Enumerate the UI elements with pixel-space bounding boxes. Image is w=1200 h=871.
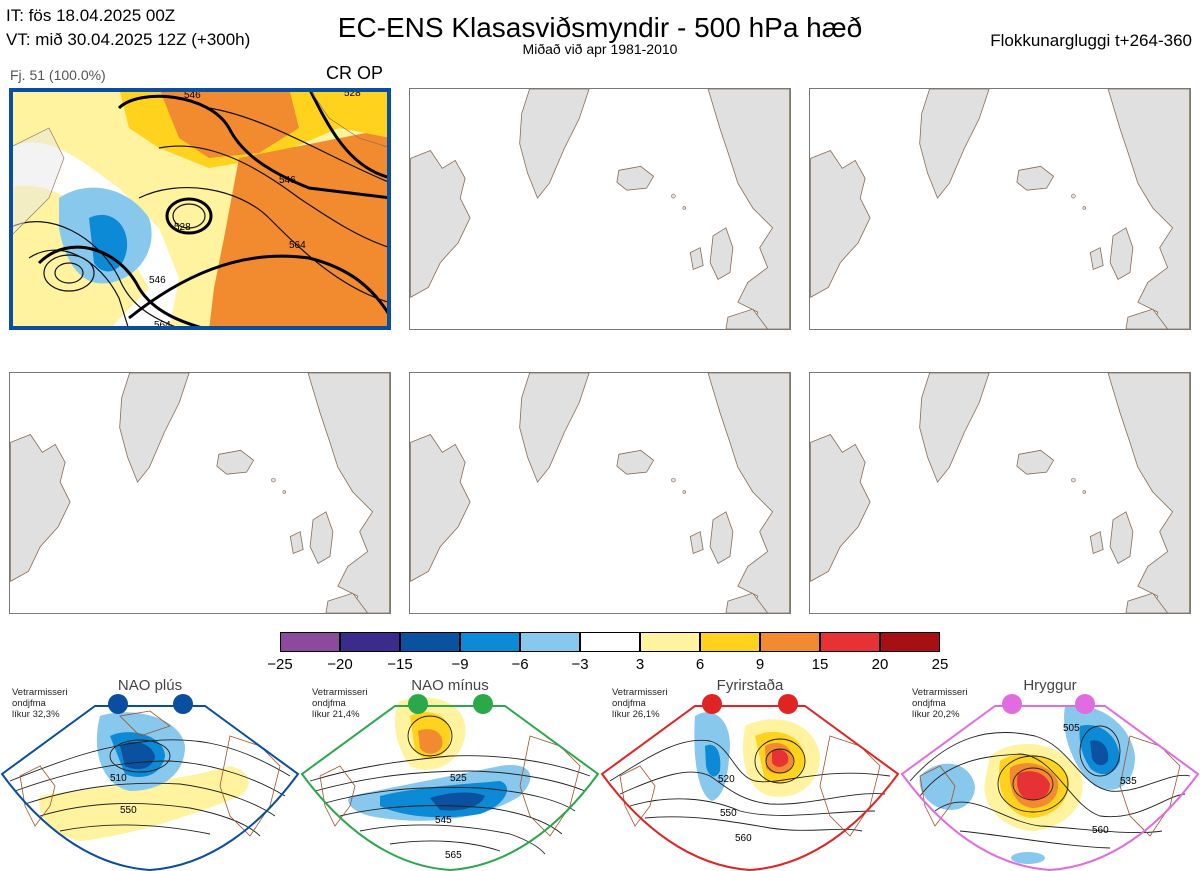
cluster-tag: CR OP	[326, 63, 384, 83]
contour-label: 520	[718, 774, 735, 785]
colorbar-swatch	[700, 632, 760, 652]
colorbar-swatch	[880, 632, 940, 652]
page-title: EC-ENS Klasasviðsmyndir - 500 hPa hæð	[337, 12, 863, 43]
regime-title: Hryggur	[1023, 677, 1077, 694]
regime-marker-dot	[1075, 694, 1095, 714]
contour-label: 525	[450, 773, 467, 784]
regime-title: NAO plús	[117, 677, 183, 694]
colorbar-tick-label: 3	[635, 656, 645, 673]
colorbar-swatch	[760, 632, 820, 652]
contour-label: 564	[289, 240, 306, 251]
contour-label: 560	[1092, 825, 1109, 836]
cluster-window: Flokkunargluggi t+264-360	[990, 31, 1192, 50]
regime-sector-outline	[300, 705, 600, 871]
regime-title: Fyrirstaða	[716, 677, 784, 694]
colorbar-tick-label: −9	[451, 656, 469, 673]
regime-sector-outline	[0, 705, 300, 871]
issue-time: IT: fös 18.04.2025 00Z	[6, 6, 176, 25]
colorbar-swatch	[580, 632, 640, 652]
contour-label: 528	[344, 88, 361, 99]
regime-marker-dot	[778, 694, 798, 714]
contour-label: 535	[1120, 776, 1137, 787]
colorbar-tick-label: −25	[267, 656, 293, 673]
contour-label: 550	[120, 805, 137, 816]
contour-label: 546	[149, 275, 166, 286]
cluster-map-4[interactable]	[9, 372, 391, 614]
contour-label: 510	[110, 773, 127, 784]
contour-label: 550	[720, 808, 737, 819]
regime-blocking[interactable]: 520 550 560 Fyrirstaða Vetrarmisseri ondj…	[600, 676, 900, 871]
colorbar-tick-label: −6	[511, 656, 529, 673]
colorbar-tick-label: 15	[811, 656, 829, 673]
contour-label: 505	[1063, 723, 1080, 734]
colorbar-swatch	[460, 632, 520, 652]
contour-label: 528	[174, 222, 191, 233]
cluster-map-2[interactable]	[409, 88, 791, 330]
regime-marker-dot	[108, 694, 128, 714]
regime-title: NAO mínus	[411, 677, 489, 694]
colorbar-tick-label: −15	[387, 656, 413, 673]
regime-nao-plus[interactable]: 510 550 NAO plús Vetrarmisseri ondjfma lík…	[0, 676, 300, 871]
cluster-map-5[interactable]	[409, 372, 791, 614]
colorbar-tick-label: −20	[327, 656, 353, 673]
colorbar-swatch	[340, 632, 400, 652]
regime-sector-outline	[600, 705, 900, 871]
colorbar-swatch	[520, 632, 580, 652]
cluster-map-6[interactable]	[809, 372, 1191, 614]
valid-time: VT: mið 30.04.2025 12Z (+300h)	[6, 30, 251, 49]
climatology-subtitle: Miðað við apr 1981-2010	[522, 41, 678, 57]
regime-note: Vetrarmisseri ondjfma líkur 26,1%	[612, 687, 668, 720]
regime-note: Vetrarmisseri ondjfma líkur 32,3%	[12, 687, 68, 720]
regime-marker-dot	[408, 694, 428, 714]
cluster-map-1[interactable]: 546 528 546 564 546 564 528	[9, 88, 391, 330]
contour-label: 564	[154, 320, 171, 330]
regime-ridge[interactable]: 505 535 560 Hryggur Vetrarmisseri ondjfma…	[900, 676, 1200, 871]
regime-marker-dot	[702, 694, 722, 714]
colorbar-swatch	[400, 632, 460, 652]
regime-sector-outline	[900, 705, 1200, 871]
contour-label: 560	[735, 833, 752, 844]
contour-label: 546	[279, 175, 296, 186]
cluster-highlight-frame	[9, 88, 391, 330]
colorbar-tick-label: 9	[755, 656, 765, 673]
colorbar-swatch	[280, 632, 340, 652]
colorbar-tick-label: 25	[931, 656, 949, 673]
cluster-member-count: Fj. 51 (100.0%)	[10, 67, 106, 83]
regime-marker-dot	[473, 694, 493, 714]
regime-nao-minus[interactable]: 525 545 565 NAO mínus Vetrarmisseri ondjf…	[300, 676, 600, 871]
colorbar-tick-label: 6	[695, 656, 705, 673]
regime-note: Vetrarmisseri ondjfma líkur 20,2%	[912, 687, 968, 720]
colorbar-tick-label: 20	[871, 656, 889, 673]
contour-label: 565	[445, 850, 462, 861]
colorbar-tick-label: −3	[571, 656, 589, 673]
cluster-map-3[interactable]	[809, 88, 1191, 330]
colorbar-swatch	[640, 632, 700, 652]
colorbar-swatch	[820, 632, 880, 652]
regime-marker-dot	[1002, 694, 1022, 714]
anomaly-colorbar: −25 −20 −15 −9 −6 −3 3 6 9 15 20 25	[267, 632, 950, 674]
contour-label: 546	[184, 90, 201, 101]
contour-label: 545	[435, 815, 452, 826]
regime-note: Vetrarmisseri ondjfma líkur 21,4%	[312, 687, 368, 720]
regime-marker-dot	[173, 694, 193, 714]
